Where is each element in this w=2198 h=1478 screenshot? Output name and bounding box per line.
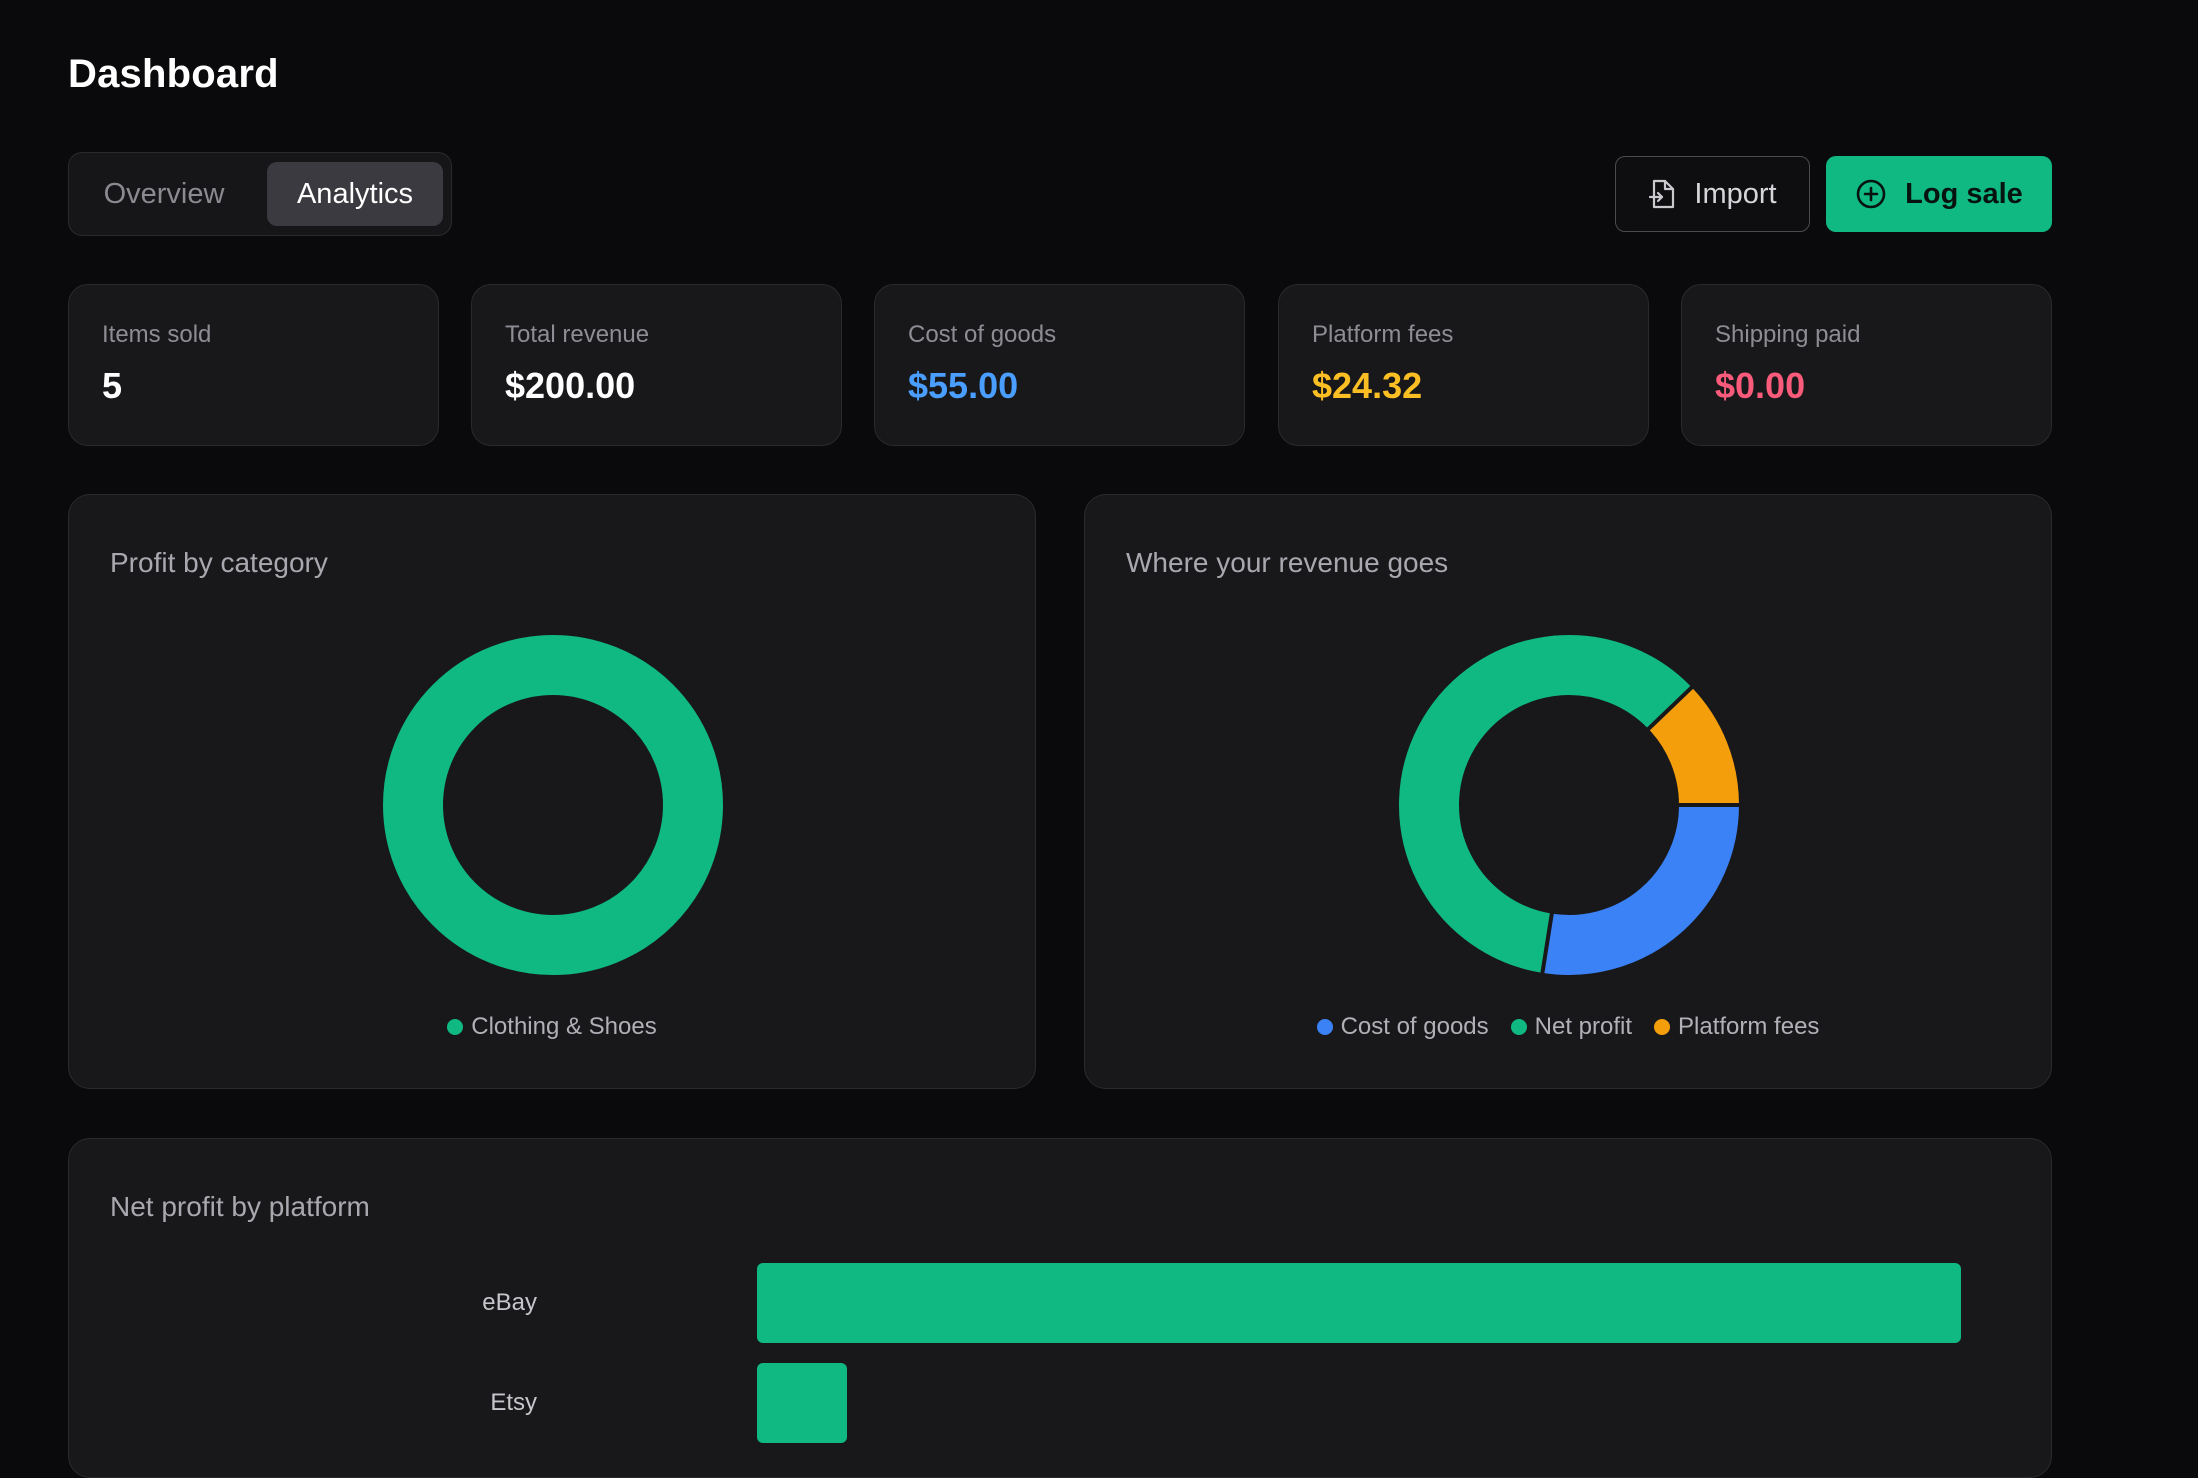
import-button[interactable]: Import — [1615, 156, 1810, 232]
profit-by-category-panel: Profit by category Clothing & Shoes — [68, 494, 1036, 1089]
net-profit-by-platform-panel: Net profit by platform eBay Etsy — [68, 1138, 2052, 1478]
profit-by-category-donut — [383, 635, 723, 975]
stat-label: Total revenue — [505, 321, 650, 348]
bar-etsy[interactable] — [757, 1363, 848, 1443]
legend-item[interactable]: Cost of goods — [1316, 1013, 1489, 1041]
slice-separator — [1540, 912, 1554, 975]
stat-value: 5 — [102, 365, 123, 406]
stat-label: Platform fees — [1312, 321, 1454, 348]
stat-label: Cost of goods — [908, 321, 1057, 348]
log-sale-button[interactable]: Log sale — [1826, 156, 2052, 232]
chart-title: Where your revenue goes — [1126, 547, 1449, 578]
slice-separator — [1646, 685, 1694, 732]
stat-label: Shipping paid — [1715, 321, 1861, 348]
donut-slice-platform-fees[interactable] — [1647, 687, 1739, 806]
legend-dot — [447, 1019, 464, 1035]
log-sale-label: Log sale — [1905, 177, 2023, 210]
revenue-breakdown-panel: Where your revenue goes Cost of goods Net… — [1084, 494, 2052, 1089]
donut-slice-clothing-shoes[interactable] — [383, 635, 723, 975]
legend-item[interactable]: Net profit — [1510, 1013, 1633, 1041]
chart-legend: Cost of goods Net profit Platform fees — [1085, 1013, 2051, 1041]
tab-overview[interactable]: Overview — [103, 177, 225, 210]
stat-card-total-revenue: Total revenue $200.00 — [471, 284, 842, 446]
legend-dot — [1654, 1019, 1671, 1035]
chart-legend: Clothing & Shoes — [69, 1013, 1035, 1041]
stat-label: Items sold — [102, 321, 212, 348]
view-tabs: Overview Analytics — [68, 152, 452, 236]
bar-category-label: eBay — [482, 1289, 537, 1316]
stat-card-cost-of-goods: Cost of goods $55.00 — [874, 284, 1245, 446]
file-import-icon — [1649, 179, 1675, 209]
tab-analytics[interactable]: Analytics — [267, 162, 443, 226]
stat-value: $24.32 — [1312, 365, 1423, 406]
legend-item[interactable]: Platform fees — [1654, 1013, 1819, 1041]
stat-card-items-sold: Items sold 5 — [68, 284, 439, 446]
legend-label: Cost of goods — [1340, 1013, 1489, 1040]
donut-slice-cost-of-goods[interactable] — [1542, 804, 1739, 975]
legend-label: Clothing & Shoes — [471, 1013, 657, 1040]
bar-ebay[interactable] — [757, 1263, 1961, 1343]
revenue-breakdown-donut — [1399, 635, 1740, 975]
chart-title: Net profit by platform — [110, 1191, 370, 1222]
legend-item[interactable]: Clothing & Shoes — [447, 1013, 657, 1041]
legend-label: Net profit — [1534, 1013, 1633, 1040]
plus-circle-icon — [1856, 179, 1886, 209]
stat-value: $200.00 — [505, 365, 636, 406]
stat-value: $0.00 — [1715, 365, 1806, 406]
donut-slice-net-profit[interactable] — [1399, 635, 1692, 973]
import-label: Import — [1694, 177, 1777, 210]
chart-title: Profit by category — [110, 547, 328, 578]
legend-dot — [1510, 1019, 1527, 1035]
legend-dot — [1316, 1019, 1333, 1035]
legend-label: Platform fees — [1678, 1013, 1820, 1040]
page-title: Dashboard — [68, 52, 279, 96]
stat-card-platform-fees: Platform fees $24.32 — [1278, 284, 1649, 446]
stat-value: $55.00 — [908, 365, 1019, 406]
stat-card-shipping-paid: Shipping paid $0.00 — [1681, 284, 2052, 446]
bar-category-label: Etsy — [490, 1389, 537, 1416]
